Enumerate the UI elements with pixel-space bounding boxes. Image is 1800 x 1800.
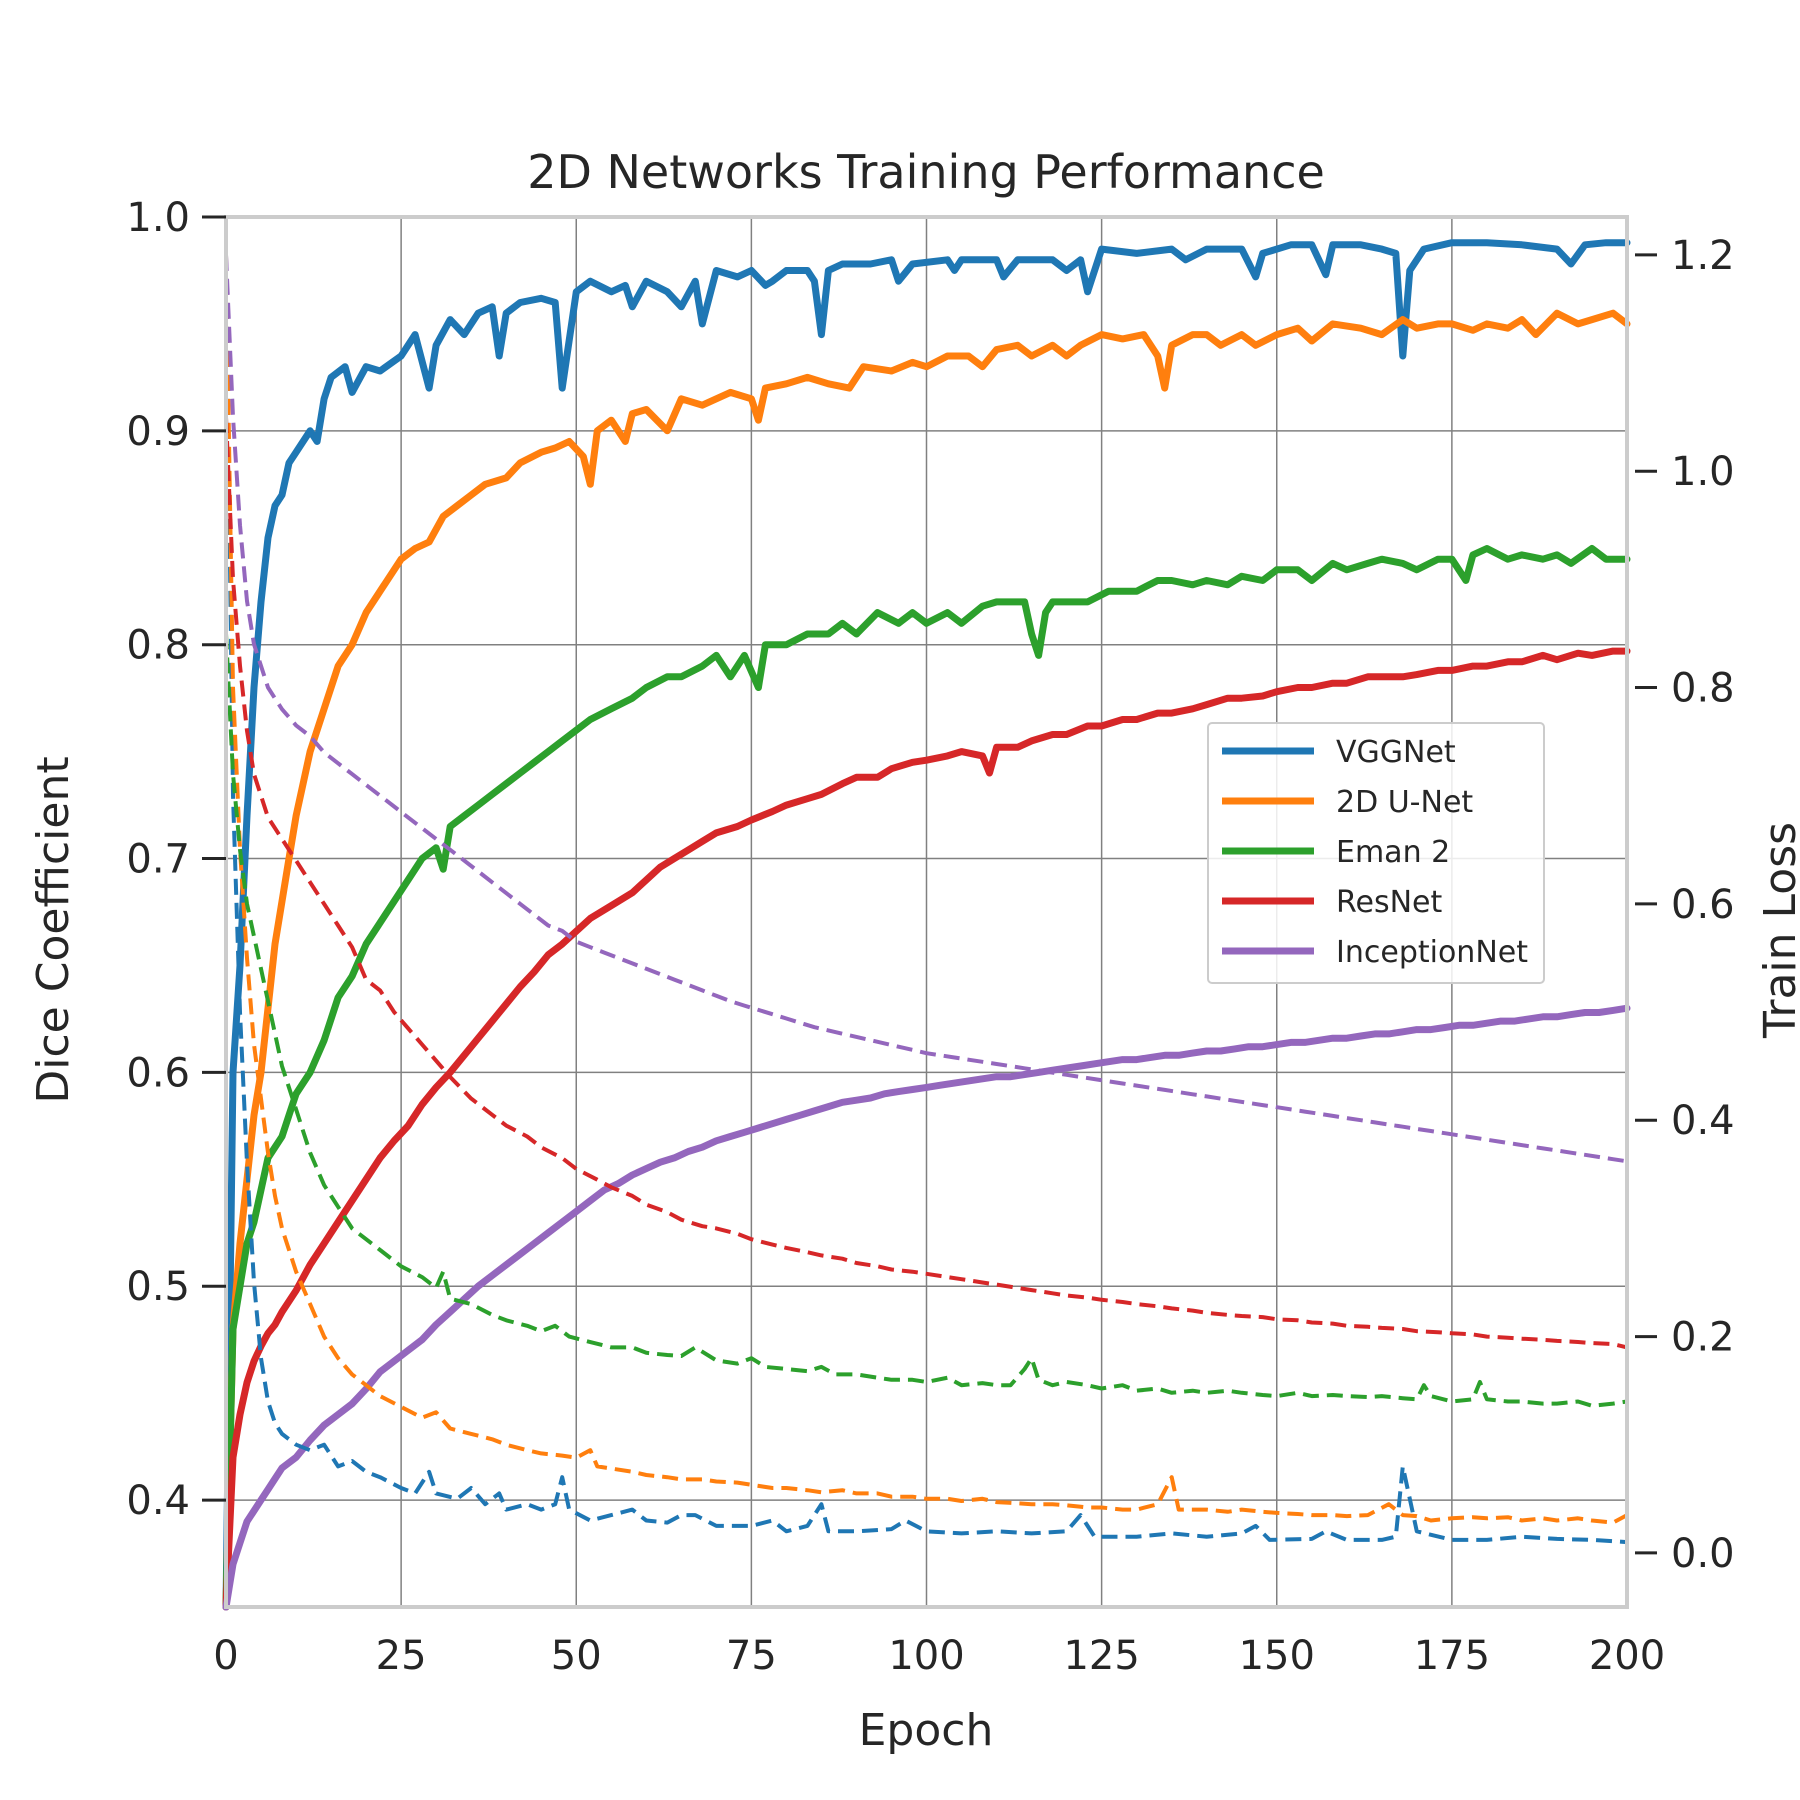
eman-2-dice-line (222, 545, 1631, 1611)
x-tick-label: 0 (213, 1633, 238, 1679)
resnet-loss-line (224, 417, 1628, 1350)
y-left-tick-label: 0.5 (126, 1264, 190, 1310)
y-left-axis-ticks: 0.4 0.5 0.6 0.7 0.8 0.9 1.0 (126, 195, 226, 1524)
vggnet-dice-line (222, 239, 1631, 1611)
y-right-axis-label: Train Loss (1755, 822, 1800, 1039)
legend: VGGNet 2D U-Net Eman 2 ResNet InceptionNet (1207, 722, 1545, 984)
loss-lines (224, 254, 1628, 1545)
x-tick-label: 75 (726, 1633, 777, 1679)
y-left-tick-label: 0.9 (126, 409, 190, 455)
legend-box (1207, 722, 1545, 984)
y-right-tick-label: 0.6 (1671, 882, 1735, 928)
x-axis-ticks: 0 25 50 75 100 125 150 175 200 (213, 1633, 1665, 1679)
dice-lines (222, 239, 1631, 1611)
x-tick-label: 150 (1239, 1633, 1315, 1679)
x-tick-label: 50 (551, 1633, 602, 1679)
legend-label: 2D U-Net (1336, 785, 1473, 820)
chart-title: 2D Networks Training Performance (527, 145, 1325, 199)
y-right-tick-label: 0.0 (1671, 1531, 1735, 1577)
2d-u-net-dice-line (222, 309, 1631, 1611)
x-tick-label: 100 (888, 1633, 964, 1679)
y-right-axis-ticks: 0.0 0.2 0.4 0.6 0.8 1.0 1.2 (1635, 233, 1735, 1577)
legend-label: ResNet (1336, 885, 1442, 920)
y-right-tick-label: 1.2 (1671, 233, 1735, 279)
inceptionnet-dice-line (222, 1004, 1631, 1611)
y-left-tick-label: 0.8 (126, 623, 190, 669)
x-tick-label: 175 (1414, 1633, 1490, 1679)
y-left-axis-label: Dice Coefficient (28, 756, 79, 1103)
y-left-tick-label: 1.0 (126, 195, 190, 241)
x-tick-label: 125 (1063, 1633, 1139, 1679)
resnet-dice-line (222, 647, 1631, 1611)
y-right-tick-label: 0.2 (1671, 1315, 1735, 1361)
y-left-tick-label: 0.6 (126, 1050, 190, 1096)
y-left-tick-label: 0.4 (126, 1478, 190, 1524)
x-tick-label: 25 (376, 1633, 427, 1679)
legend-label: InceptionNet (1336, 935, 1528, 970)
plot-frame (224, 215, 1629, 1609)
y-right-tick-label: 0.4 (1671, 1098, 1735, 1144)
y-right-tick-label: 0.8 (1671, 666, 1735, 712)
legend-label: Eman 2 (1336, 835, 1450, 870)
y-right-tick-label: 1.0 (1671, 449, 1735, 495)
x-axis-label: Epoch (859, 1705, 994, 1756)
legend-label: VGGNet (1336, 735, 1456, 770)
2d-u-net-loss-line (224, 254, 1628, 1525)
inceptionnet-loss-line (224, 254, 1628, 1164)
x-tick-label: 200 (1589, 1633, 1665, 1679)
vggnet-loss-line (224, 254, 1628, 1545)
y-left-tick-label: 0.7 (126, 837, 190, 883)
eman-2-loss-line (224, 633, 1628, 1408)
